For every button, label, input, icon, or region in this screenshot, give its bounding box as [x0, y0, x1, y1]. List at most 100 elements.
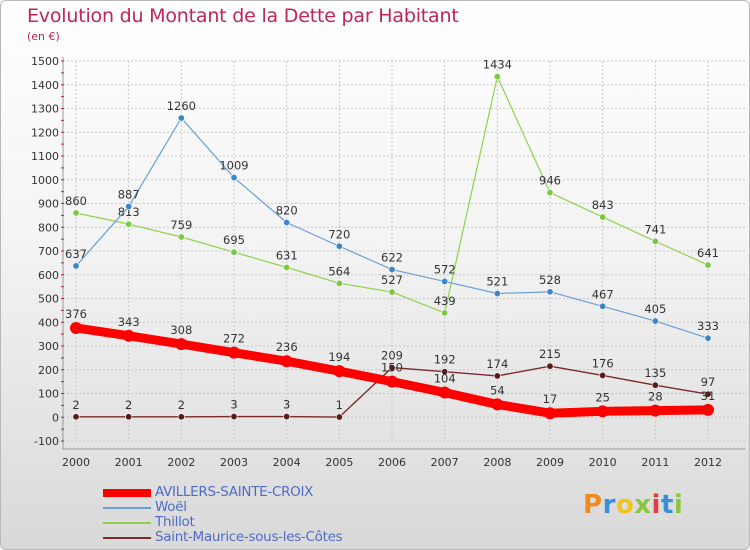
data-label-thillot: 439 — [434, 294, 456, 308]
logo-letter: i — [673, 490, 684, 520]
data-point-avillers-sainte-croix — [544, 407, 556, 420]
data-label-saint-maurice-sous-les-c-tes: 135 — [644, 366, 666, 380]
data-point-saint-maurice-sous-les-c-tes — [599, 371, 607, 379]
data-label-avillers-sainte-croix: 308 — [170, 323, 192, 337]
y-tick-label: 1300 — [31, 103, 59, 116]
y-tick-label: 1200 — [31, 126, 59, 139]
legend-swatch-woel — [103, 506, 151, 509]
data-point-wo-l — [546, 288, 554, 296]
data-label-saint-maurice-sous-les-c-tes: 1 — [336, 398, 343, 412]
data-point-avillers-sainte-croix — [491, 398, 504, 411]
data-label-wo-l: 820 — [276, 204, 298, 218]
data-point-thillot — [651, 237, 659, 245]
data-point-wo-l — [177, 114, 185, 122]
data-label-wo-l: 1009 — [219, 159, 248, 173]
data-label-avillers-sainte-croix: 272 — [223, 332, 245, 346]
data-label-thillot: 695 — [223, 233, 245, 247]
y-tick-label: 600 — [38, 269, 59, 282]
data-label-wo-l: 720 — [328, 227, 350, 241]
data-label-thillot: 631 — [276, 248, 298, 262]
data-label-thillot: 564 — [328, 264, 350, 278]
data-point-wo-l — [283, 219, 291, 227]
y-tick-label: 700 — [38, 245, 59, 258]
data-point-thillot — [283, 263, 291, 271]
data-label-thillot: 1434 — [483, 58, 512, 72]
data-point-avillers-sainte-croix — [386, 375, 398, 388]
data-point-saint-maurice-sous-les-c-tes — [230, 413, 238, 421]
data-point-saint-maurice-sous-les-c-tes — [493, 372, 501, 380]
data-point-thillot — [441, 309, 449, 317]
x-tick-label: 2010 — [589, 456, 617, 469]
y-tick-label: 300 — [38, 340, 59, 353]
x-tick-label: 2003 — [220, 456, 248, 469]
data-point-thillot — [704, 261, 712, 269]
data-point-wo-l — [599, 302, 607, 310]
data-label-wo-l: 521 — [486, 275, 508, 289]
data-point-thillot — [230, 248, 238, 256]
data-label-avillers-sainte-croix: 54 — [490, 383, 505, 397]
y-tick-label: 0 — [52, 411, 59, 424]
legend-label-thillot: Thillot — [155, 514, 195, 530]
y-tick-label: 800 — [38, 221, 59, 234]
legend-swatch-avillers — [103, 488, 151, 497]
logo-letter: o — [615, 490, 635, 520]
y-tick-label: 100 — [38, 388, 59, 401]
proxiti-logo: Proxiti — [583, 490, 683, 520]
chart-title: Evolution du Montant de la Dette par Hab… — [27, 5, 459, 27]
data-point-avillers-sainte-croix — [280, 355, 293, 368]
data-label-wo-l: 637 — [65, 247, 87, 261]
data-point-avillers-sainte-croix — [122, 329, 135, 342]
data-label-avillers-sainte-croix: 104 — [434, 372, 456, 386]
data-point-avillers-sainte-croix — [70, 321, 82, 334]
data-point-thillot — [388, 288, 396, 296]
data-label-saint-maurice-sous-les-c-tes: 174 — [486, 357, 508, 371]
data-label-avillers-sainte-croix: 25 — [595, 390, 610, 404]
data-label-thillot: 759 — [170, 218, 192, 232]
data-label-thillot: 860 — [65, 194, 87, 208]
data-label-wo-l: 467 — [592, 287, 614, 301]
logo-letter: x — [634, 490, 652, 520]
data-point-saint-maurice-sous-les-c-tes — [651, 381, 659, 389]
data-point-wo-l — [125, 203, 133, 211]
data-label-saint-maurice-sous-les-c-tes: 2 — [125, 398, 132, 412]
x-tick-label: 2008 — [483, 456, 511, 469]
data-label-thillot: 813 — [118, 205, 140, 219]
x-tick-label: 2012 — [694, 456, 722, 469]
data-label-saint-maurice-sous-les-c-tes: 2 — [72, 398, 79, 412]
x-tick-label: 2001 — [115, 456, 143, 469]
data-point-wo-l — [441, 277, 449, 285]
data-point-wo-l — [651, 317, 659, 325]
data-label-avillers-sainte-croix: 17 — [543, 392, 558, 406]
data-point-saint-maurice-sous-les-c-tes — [125, 413, 133, 421]
chart-unit: (en €) — [27, 30, 60, 43]
data-point-avillers-sainte-croix — [649, 404, 662, 417]
data-label-avillers-sainte-croix: 150 — [381, 361, 403, 375]
data-point-avillers-sainte-croix — [228, 346, 240, 359]
x-tick-label: 2009 — [536, 456, 564, 469]
y-tick-label: 200 — [38, 364, 59, 377]
data-label-wo-l: 528 — [539, 273, 561, 287]
legend-swatch-thillot — [103, 521, 151, 524]
data-label-avillers-sainte-croix: 194 — [328, 350, 350, 364]
data-point-wo-l — [493, 290, 501, 298]
data-point-saint-maurice-sous-les-c-tes — [283, 413, 291, 421]
data-point-saint-maurice-sous-les-c-tes — [72, 413, 80, 421]
logo-letter: P — [583, 490, 603, 520]
y-tick-label: -100 — [34, 435, 59, 448]
data-label-thillot: 946 — [539, 174, 561, 188]
data-label-wo-l: 887 — [118, 188, 140, 202]
data-point-saint-maurice-sous-les-c-tes — [704, 390, 712, 398]
data-label-saint-maurice-sous-les-c-tes: 2 — [178, 398, 185, 412]
data-point-wo-l — [704, 334, 712, 342]
data-label-avillers-sainte-croix: 31 — [701, 389, 716, 403]
data-point-saint-maurice-sous-les-c-tes — [335, 413, 343, 421]
legend-label-avillers: AVILLERS-SAINTE-CROIX — [155, 484, 314, 500]
y-tick-label: 1500 — [31, 55, 59, 68]
data-point-avillers-sainte-croix — [175, 338, 188, 351]
data-point-thillot — [72, 209, 80, 217]
legend-label-woel: Woël — [155, 499, 187, 515]
data-point-saint-maurice-sous-les-c-tes — [546, 362, 554, 370]
data-label-avillers-sainte-croix: 343 — [118, 315, 140, 329]
data-label-avillers-sainte-croix: 28 — [648, 390, 663, 404]
